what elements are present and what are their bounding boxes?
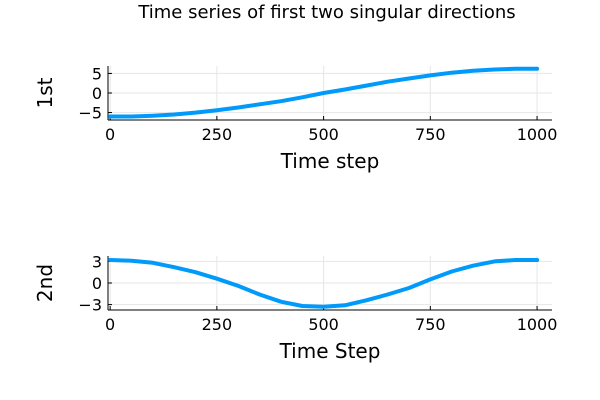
y-tick-label: 3 <box>92 252 102 271</box>
x-tick-label: 500 <box>308 125 339 144</box>
x-tick-label: 750 <box>415 125 446 144</box>
y-tick-label: 0 <box>92 84 102 103</box>
series-line <box>108 258 540 309</box>
y-axis-label: 2nd <box>33 264 57 302</box>
x-tick-label: 1000 <box>517 125 558 144</box>
x-tick-label: 0 <box>105 315 115 334</box>
x-axis-label: Time Step <box>279 339 381 363</box>
x-tick-label: 0 <box>105 125 115 144</box>
x-tick-label: 500 <box>308 315 339 334</box>
y-tick-label: −3 <box>78 296 102 315</box>
y-tick-label: 0 <box>92 274 102 293</box>
x-tick-label: 750 <box>415 315 446 334</box>
y-axis-label: 1st <box>33 77 57 108</box>
x-tick-label: 250 <box>202 315 233 334</box>
x-tick-label: 250 <box>202 125 233 144</box>
x-axis-label: Time step <box>280 149 380 173</box>
y-tick-label: 5 <box>92 64 102 83</box>
x-tick-label: 1000 <box>517 315 558 334</box>
y-tick-label: −5 <box>78 104 102 123</box>
series-line <box>108 66 540 119</box>
chart-title: Time series of first two singular direct… <box>137 2 515 23</box>
